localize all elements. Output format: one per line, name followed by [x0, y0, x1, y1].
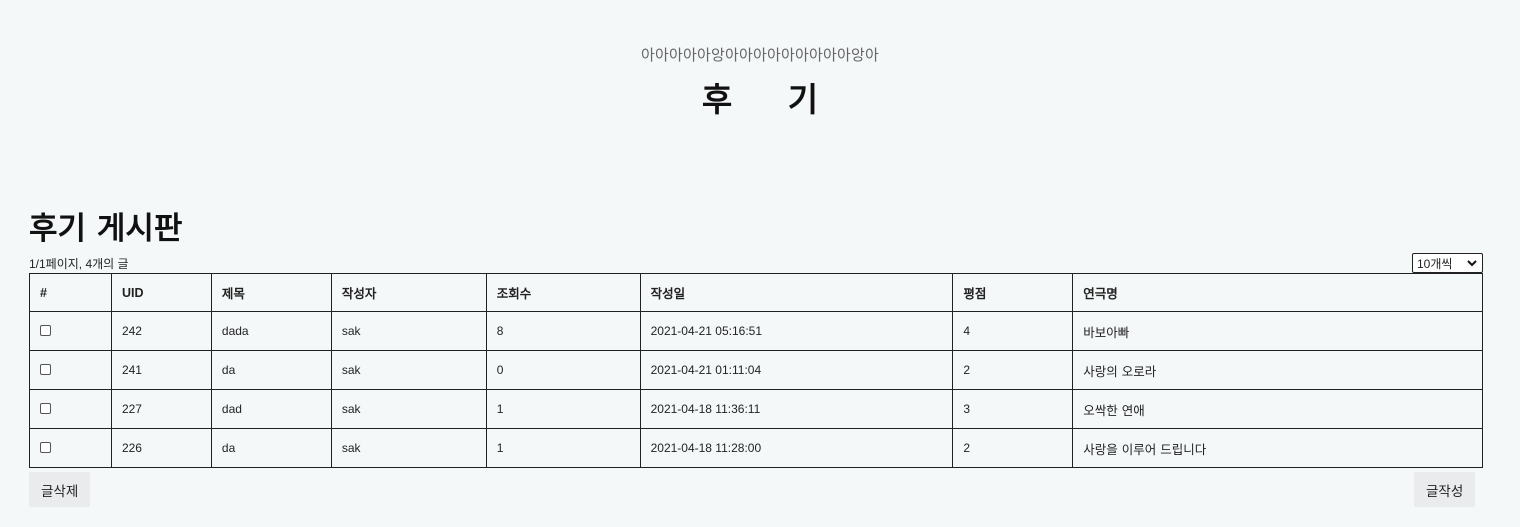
hero-header: 아아아아아앙아아아아아아아아아앙아 후 기 — [0, 44, 1520, 121]
column-header: 작성일 — [639, 273, 954, 312]
rating-cell: 2 — [952, 428, 1074, 468]
views-cell: 1 — [485, 389, 641, 429]
column-header: UID — [110, 273, 212, 312]
table-row: 241 da sak 0 2021-04-21 01:11:04 2 사랑의 오… — [29, 350, 1483, 390]
views-cell: 0 — [485, 350, 641, 390]
date-cell: 2021-04-21 01:11:04 — [639, 350, 954, 390]
author-cell: sak — [330, 311, 487, 351]
row-checkbox[interactable] — [40, 442, 51, 453]
uid-cell: 226 — [110, 428, 212, 468]
subject-link[interactable]: da — [210, 350, 332, 390]
author-cell: sak — [330, 350, 487, 390]
play-name-cell: 오싹한 연애 — [1072, 389, 1483, 429]
author-cell: sak — [330, 428, 487, 468]
table-row: 226 da sak 1 2021-04-18 11:28:00 2 사랑을 이… — [29, 428, 1483, 468]
column-header: # — [29, 273, 112, 312]
uid-cell: 227 — [110, 389, 212, 429]
date-cell: 2021-04-21 05:16:51 — [639, 311, 954, 351]
per-page-select[interactable]: 10개씩 — [1412, 253, 1483, 273]
board-title: 후기 게시판 — [29, 211, 183, 247]
uid-cell: 241 — [110, 350, 212, 390]
rating-cell: 4 — [952, 311, 1074, 351]
date-cell: 2021-04-18 11:36:11 — [639, 389, 954, 429]
row-checkbox[interactable] — [40, 403, 51, 414]
play-name-cell: 사랑을 이루어 드립니다 — [1072, 428, 1483, 468]
delete-post-button[interactable]: 글삭제 — [29, 472, 91, 507]
hero-subtitle: 아아아아아앙아아아아아아아아아앙아 — [640, 46, 879, 64]
table-row: 227 dad sak 1 2021-04-18 11:36:11 3 오싹한 … — [29, 389, 1483, 429]
per-page-selected-value: 10개씩 — [1417, 256, 1453, 271]
subject-link[interactable]: dada — [210, 311, 332, 351]
rating-cell: 2 — [952, 350, 1074, 390]
play-name-cell: 사랑의 오로라 — [1072, 350, 1483, 390]
hero-title: 후 기 — [701, 80, 841, 119]
table-header-row: # UID 제목 작성자 조회수 작성일 평점 연극명 — [29, 273, 1483, 312]
play-name-cell: 바보아빠 — [1072, 311, 1483, 351]
table-row: 242 dada sak 8 2021-04-21 05:16:51 4 바보아… — [29, 311, 1483, 351]
row-checkbox[interactable] — [40, 364, 51, 375]
uid-cell: 242 — [110, 311, 212, 351]
column-header: 조회수 — [485, 273, 641, 312]
column-header: 연극명 — [1072, 273, 1483, 312]
date-cell: 2021-04-18 11:28:00 — [639, 428, 954, 468]
review-table: # UID 제목 작성자 조회수 작성일 평점 연극명 242 dada sak… — [29, 273, 1483, 468]
chevron-down-icon — [1467, 260, 1477, 267]
column-header: 제목 — [210, 273, 332, 312]
column-header: 평점 — [952, 273, 1074, 312]
row-checkbox[interactable] — [40, 325, 51, 336]
column-header: 작성자 — [330, 273, 487, 312]
subject-link[interactable]: da — [210, 428, 332, 468]
views-cell: 1 — [485, 428, 641, 468]
write-post-button[interactable]: 글작성 — [1414, 472, 1476, 507]
rating-cell: 3 — [952, 389, 1074, 429]
author-cell: sak — [330, 389, 487, 429]
page-info: 1/1페이지, 4개의 글 — [29, 257, 129, 271]
subject-link[interactable]: dad — [210, 389, 332, 429]
views-cell: 8 — [485, 311, 641, 351]
